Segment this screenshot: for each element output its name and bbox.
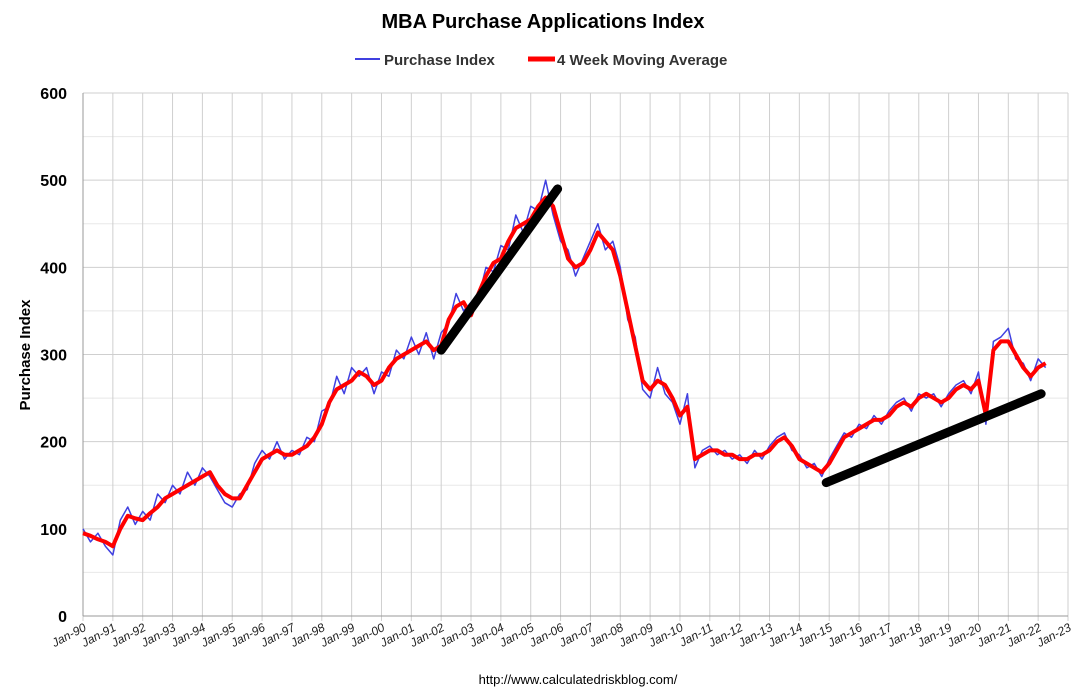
legend-label-purchase-index: Purchase Index	[384, 52, 496, 69]
y-axis-label: Purchase Index	[17, 299, 34, 411]
y-tick-label: 300	[40, 348, 67, 365]
trend-line	[436, 184, 563, 355]
y-tick-label: 0	[58, 609, 67, 626]
y-tick-label: 100	[40, 522, 67, 539]
source-label: http://www.calculatedriskblog.com/	[479, 672, 678, 687]
series-moving-average-line	[82, 195, 1047, 549]
y-tick-label: 600	[40, 86, 67, 103]
x-tick-label: Jan-23	[1034, 620, 1074, 650]
legend-label-moving-average: 4 Week Moving Average	[557, 52, 727, 69]
y-tick-label: 500	[40, 173, 67, 190]
trend-line	[821, 389, 1046, 488]
y-tick-label: 200	[40, 435, 67, 452]
y-tick-label: 400	[40, 260, 67, 277]
series-purchase-index-line	[82, 179, 1047, 556]
chart-title: MBA Purchase Applications Index	[381, 11, 704, 33]
